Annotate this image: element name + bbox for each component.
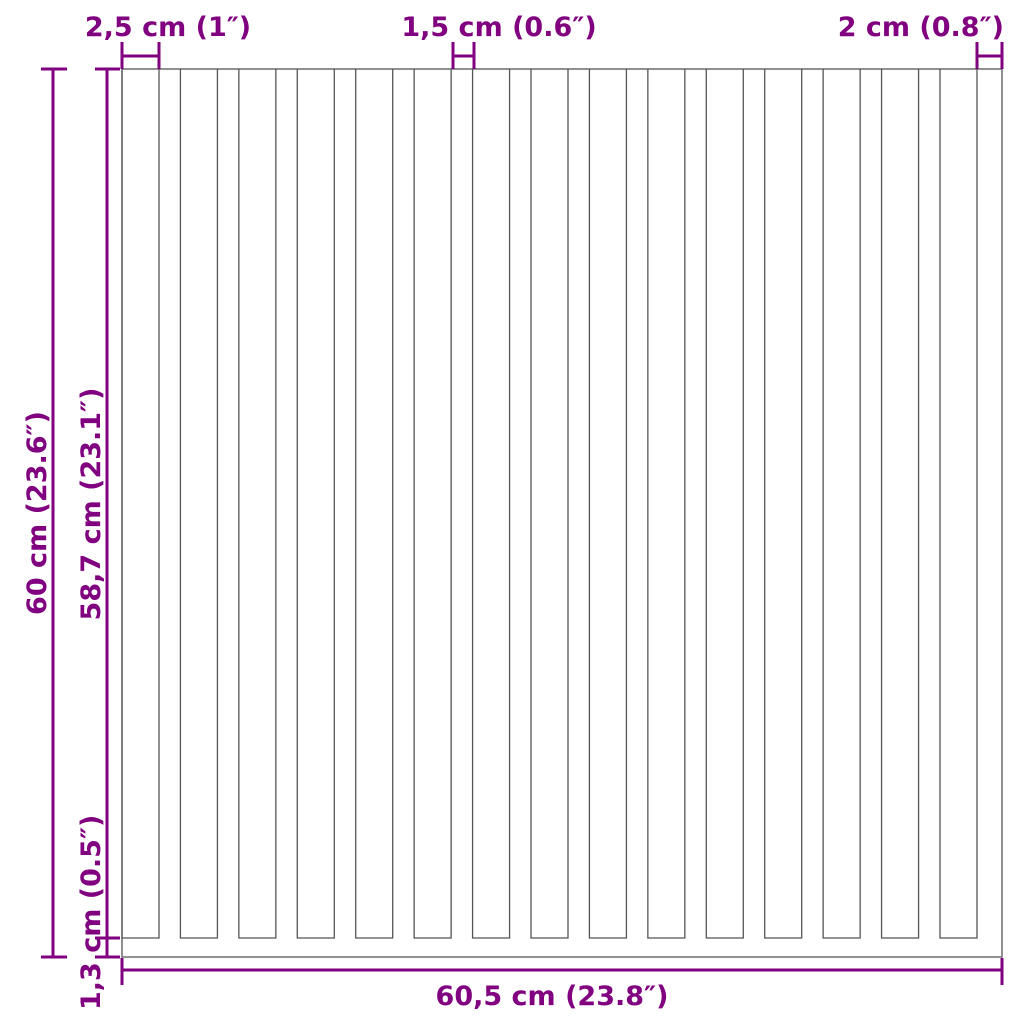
dim-slat-width: 2,5 cm (1″) (85, 12, 251, 69)
slat (530, 69, 569, 939)
slat (238, 69, 277, 939)
label-total-width: 60,5 cm (23.8″) (436, 981, 669, 1012)
label-total-height: 60 cm (23.6″) (22, 411, 53, 615)
dim-gap-width: 1,5 cm (0.6″) (401, 12, 597, 69)
panel-outline (121, 68, 1003, 958)
label-edge-width: 2 cm (0.8″) (838, 12, 1004, 43)
slat (822, 69, 861, 939)
dim-base-height: 1,3 cm (0.5″) (76, 815, 120, 1010)
slat (179, 69, 219, 939)
slat (705, 69, 744, 939)
slat (296, 69, 335, 939)
slat (413, 69, 452, 939)
slat (588, 69, 628, 939)
slat (121, 69, 160, 939)
slat (880, 69, 920, 939)
slat (939, 69, 978, 939)
slat (471, 69, 511, 939)
label-base-height: 1,3 cm (0.5″) (76, 815, 107, 1010)
label-slat-height: 58,7 cm (23.1″) (76, 388, 107, 621)
dim-total-height: 60 cm (23.6″) (22, 67, 67, 959)
slat (647, 69, 686, 939)
dim-total-width: 60,5 cm (23.8″) (120, 958, 1004, 1012)
dim-slat-height: 58,7 cm (23.1″) (76, 67, 120, 940)
dim-edge-width: 2 cm (0.8″) (838, 12, 1004, 69)
label-slat-width: 2,5 cm (1″) (85, 12, 251, 43)
label-gap-width: 1,5 cm (0.6″) (401, 12, 596, 43)
slat (355, 69, 394, 939)
slat (764, 69, 803, 939)
panel-frame (121, 68, 1003, 958)
